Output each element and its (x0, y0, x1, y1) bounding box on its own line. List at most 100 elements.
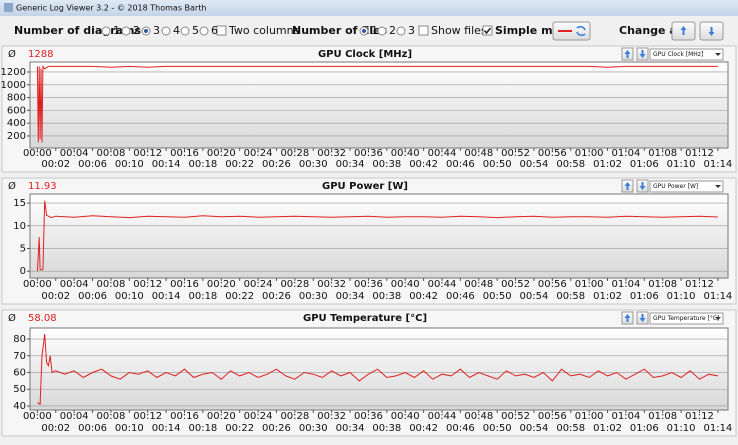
y-tick-label: 200 (7, 131, 26, 142)
y-tick-label: 400 (7, 118, 26, 129)
x-tick-label: 01:14 (703, 423, 732, 434)
x-tick-label: 00:00 (23, 279, 52, 290)
dropdown-text: GPU Clock [MHz] (653, 51, 703, 58)
x-tick-label: 00:50 (483, 159, 512, 170)
y-tick-label: 50 (13, 384, 26, 395)
series-dropdown[interactable] (649, 180, 724, 193)
x-tick-label: 00:56 (538, 279, 567, 290)
x-tick-label: 01:06 (630, 423, 659, 434)
x-tick-label: 00:12 (133, 279, 162, 290)
x-tick-label: 00:10 (115, 291, 144, 302)
arrow (624, 314, 631, 322)
chart-title: GPU Temperature [°C] (303, 313, 427, 324)
x-tick-label: 00:34 (336, 291, 365, 302)
x-tick-label: 00:30 (299, 159, 328, 170)
radio-button[interactable] (396, 26, 406, 36)
x-tick-label: 00:20 (207, 148, 236, 159)
x-tick-label: 00:02 (41, 423, 70, 434)
data-line (36, 200, 718, 272)
arrow (639, 50, 646, 58)
radio-button[interactable] (199, 26, 209, 36)
x-tick-label: 00:24 (244, 411, 273, 422)
x-tick-label: 00:40 (391, 411, 420, 422)
series-dropdown[interactable] (649, 48, 724, 61)
x-tick-label: 00:56 (538, 411, 567, 422)
x-tick-label: 00:18 (188, 423, 217, 434)
y-tick-label: 0 (20, 266, 26, 277)
chart-title: GPU Power [W] (322, 181, 408, 192)
y-tick-label: 15 (13, 198, 26, 209)
x-tick-label: 00:06 (78, 291, 107, 302)
simple-mode-checkbox[interactable] (482, 25, 493, 36)
arrow (639, 314, 646, 322)
x-tick-label: 00:22 (225, 159, 254, 170)
radio-label: 3 (408, 24, 415, 37)
y-tick-label: 1000 (1, 80, 26, 91)
dropdown-arrow (715, 185, 721, 188)
x-tick-label: 00:46 (446, 423, 475, 434)
x-tick-label: 00:44 (428, 411, 457, 422)
diagrams-label: Number of diagrams (14, 24, 142, 37)
change-all-label: Change all (619, 24, 684, 37)
x-tick-label: 00:34 (336, 159, 365, 170)
x-tick-label: 00:52 (501, 279, 530, 290)
x-tick-label: 00:40 (391, 279, 420, 290)
plot-area (29, 193, 729, 279)
x-tick-label: 01:00 (575, 148, 604, 159)
x-tick-label: 00:06 (78, 423, 107, 434)
radio-label: 3 (153, 24, 160, 37)
two-columns-checkbox[interactable] (216, 25, 227, 36)
y-tick-label: 600 (7, 105, 26, 116)
y-tick-label: 10 (13, 221, 26, 232)
x-tick-label: 00:16 (170, 279, 199, 290)
dropdown-text: GPU Temperature [°C] (653, 315, 719, 322)
plot-area (29, 327, 729, 411)
x-tick-label: 00:28 (280, 411, 309, 422)
chart-title: GPU Clock [MHz] (318, 49, 412, 60)
y-tick-label: 800 (7, 93, 26, 104)
x-tick-label: 01:08 (648, 279, 677, 290)
x-tick-label: 01:14 (703, 159, 732, 170)
x-tick-label: 00:20 (207, 279, 236, 290)
x-tick-label: 01:08 (648, 148, 677, 159)
x-tick-label: 00:36 (354, 411, 383, 422)
radio-button[interactable] (161, 26, 171, 36)
radio-label: 2 (389, 24, 396, 37)
x-tick-label: 00:58 (556, 423, 585, 434)
refresh-icon (576, 25, 586, 37)
radio-button[interactable] (121, 26, 131, 36)
data-line (36, 64, 718, 143)
y-tick-label: 60 (13, 368, 26, 379)
plot-area (29, 61, 729, 149)
average-symbol: Ø (8, 180, 16, 192)
x-tick-label: 00:28 (280, 279, 309, 290)
x-tick-label: 00:06 (78, 159, 107, 170)
x-tick-label: 00:46 (446, 159, 475, 170)
x-tick-label: 01:04 (612, 411, 641, 422)
x-tick-label: 01:02 (593, 291, 622, 302)
y-tick-label: 70 (13, 351, 26, 362)
series-dropdown[interactable] (649, 312, 724, 325)
x-tick-label: 00:30 (299, 423, 328, 434)
x-tick-label: 00:42 (409, 423, 438, 434)
x-tick-label: 00:42 (409, 159, 438, 170)
radio-button[interactable] (377, 26, 387, 36)
x-tick-label: 00:14 (152, 159, 181, 170)
app-icon (4, 3, 13, 12)
radio-button[interactable] (101, 26, 111, 36)
dropdown-arrow (715, 53, 721, 56)
x-tick-label: 00:50 (483, 291, 512, 302)
x-tick-label: 00:50 (483, 423, 512, 434)
radio-dot (144, 29, 148, 33)
window-title: Generic Log Viewer 3.2 - © 2018 Thomas B… (16, 4, 206, 13)
show-files-checkbox[interactable] (418, 25, 429, 36)
radio-button[interactable] (180, 26, 190, 36)
x-tick-label: 01:06 (630, 159, 659, 170)
x-tick-label: 01:00 (575, 411, 604, 422)
y-tick-label: 80 (13, 334, 26, 345)
radio-label: 1 (113, 24, 120, 37)
x-tick-label: 00:18 (188, 159, 217, 170)
radio-label: 5 (192, 24, 199, 37)
